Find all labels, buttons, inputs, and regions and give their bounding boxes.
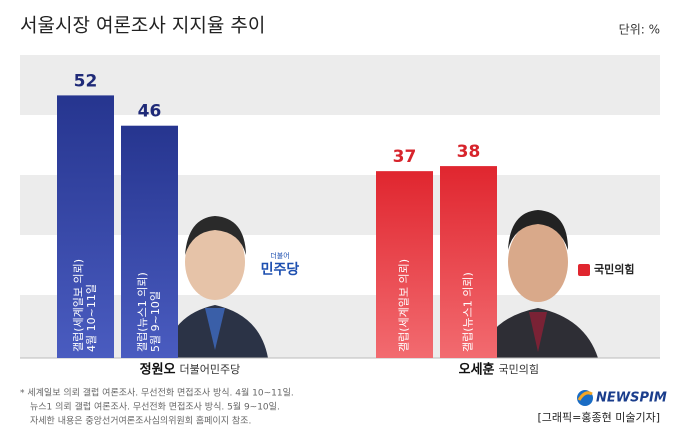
party-name: 더불어민주당 [180, 363, 241, 376]
bar-label: 갤럽(뉴스1 의뢰) [135, 272, 149, 352]
logo-icon [578, 264, 590, 276]
party-name: 국민의힘 [499, 363, 539, 376]
value-label: 37 [393, 147, 417, 167]
bar [57, 95, 114, 359]
bar-label: 5월 9~10일 [148, 291, 162, 352]
logo-main: 국민의힘 [594, 262, 634, 276]
bar [440, 166, 497, 358]
brand-logo [577, 390, 593, 406]
logo-main: 민주당 [261, 261, 300, 278]
bar [376, 171, 433, 358]
value-label: 38 [457, 142, 481, 162]
value-label: 52 [74, 71, 98, 91]
credit: [그래픽=홍종현 미술기자] [538, 410, 661, 424]
candidate-name: 오세훈 [459, 362, 495, 378]
bar-label: 갤럽(뉴스1 의뢰) [461, 272, 475, 352]
photo-1 [165, 216, 268, 358]
photo-2 [480, 210, 598, 358]
unit-label: 단위: % [619, 23, 660, 37]
chart-title: 서울시장 여론조사 지지율 추이 [20, 15, 265, 37]
brand: NEWSPIM [596, 391, 667, 406]
candidate-name: 정원오 [140, 362, 176, 378]
bar [121, 125, 178, 358]
logo-small: 더불어 [270, 251, 289, 260]
bands [20, 55, 660, 358]
value-label: 46 [138, 102, 162, 122]
bar-label: 4월 10~11일 [84, 284, 98, 352]
footnote: * 세계일보 의뢰 갤럽 여론조사. 무선전화 면접조사 방식. 4월 10~1… [20, 387, 294, 399]
bar-label: 갤럽(세계일보 의뢰) [71, 259, 85, 352]
footnote: 뉴스1 의뢰 갤럽 여론조사. 무선전화 면접조사 방식. 5월 9~10일. [30, 401, 280, 413]
bar-label: 갤럽(세계일보 의뢰) [397, 259, 411, 352]
footnote: 자세한 내용은 중앙선거여론조사심의위원회 홈페이지 참조. [30, 415, 251, 427]
